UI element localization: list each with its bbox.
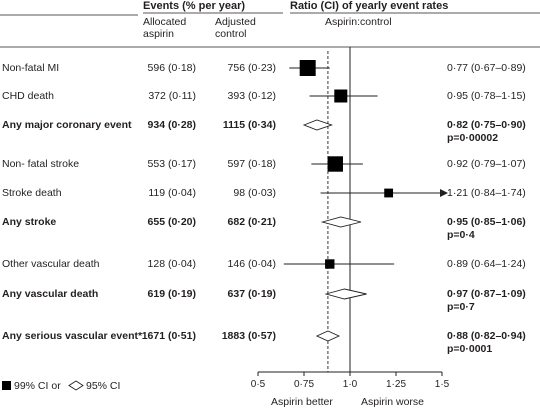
col-aspirin-header-1: Allocated [143, 16, 187, 28]
row-aspirin-events: 372 (0·11) [148, 90, 196, 102]
estimate-diamond [320, 216, 362, 228]
legend-diamond-label: 95% CI [86, 380, 121, 392]
row-control-events: 1115 (0·34) [222, 119, 276, 131]
ratio-subheader: Aspirin:control [325, 16, 392, 28]
row-ratio-text: 0·82 (0·75–0·90) [447, 119, 526, 131]
row-ratio-text: 0·88 (0·82–0·94) [447, 330, 526, 342]
row-aspirin-events: 119 (0·04) [148, 187, 196, 199]
estimate-square [384, 188, 394, 198]
events-header: Events (% per year) [143, 0, 246, 12]
row-ratio-text: 0·89 (0·64–1·24) [447, 258, 526, 270]
estimate-diamond [324, 288, 367, 300]
row-ratio-text: 0·77 (0·67–0·89) [447, 62, 526, 74]
row-control-events: 1883 (0·57) [221, 330, 276, 342]
legend-square-label: 99% CI or [14, 380, 61, 392]
estimate-square [325, 259, 335, 269]
row-control-events: 98 (0·03) [233, 187, 276, 199]
row-control-events: 756 (0·23) [227, 62, 276, 74]
row-control-events: 597 (0·18) [227, 158, 276, 170]
row-p-value: p=0·00002 [447, 132, 499, 144]
row-ratio-text: 0·92 (0·79–1·07) [447, 158, 526, 170]
row-label: CHD death [2, 90, 54, 102]
legend-diamond-icon [68, 380, 84, 391]
row-label: Any stroke [2, 216, 57, 228]
row-label: Other vascular death [2, 258, 100, 270]
row-aspirin-events: 1671 (0·51) [141, 330, 196, 342]
x-tick-label: 1·0 [343, 379, 358, 390]
row-control-events: 637 (0·19) [227, 288, 276, 300]
label-aspirin-better: Aspirin better [271, 396, 333, 408]
col-control-header-1: Adjusted [215, 16, 256, 28]
ratio-header: Ratio (CI) of yearly event rates [290, 0, 449, 12]
row-label: Stroke death [2, 187, 62, 199]
x-tick-label: 1·5 [435, 379, 450, 390]
x-tick-label: 1·25 [386, 379, 406, 390]
col-aspirin-header-2: aspirin [143, 28, 174, 40]
estimate-square [334, 89, 348, 103]
ci-arrow [440, 189, 448, 197]
x-tick-label: 0·75 [294, 379, 314, 390]
x-tick-label: 0·5 [251, 379, 266, 390]
row-ratio-text: 0·95 (0·85–1·06) [447, 216, 526, 228]
label-aspirin-worse: Aspirin worse [361, 396, 425, 408]
row-aspirin-events: 619 (0·19) [147, 288, 196, 300]
row-ratio-text: 1·21 (0·84–1·74) [447, 187, 526, 199]
row-label: Any major coronary event [2, 119, 132, 131]
legend-square-icon [2, 381, 11, 390]
row-p-value: p=0·7 [447, 301, 475, 313]
row-aspirin-events: 128 (0·04) [147, 258, 196, 270]
row-ratio-text: 0·95 (0·78–1·15) [447, 90, 526, 102]
row-label: Any serious vascular event* [2, 330, 143, 342]
row-ratio-text: 0·97 (0·87–1·09) [447, 288, 526, 300]
row-label: Non-fatal MI [2, 62, 60, 74]
row-control-events: 393 (0·12) [227, 90, 276, 102]
estimate-diamond [315, 330, 341, 342]
row-p-value: p=0·0001 [447, 343, 493, 355]
row-p-value: p=0·4 [447, 229, 475, 241]
row-label: Non- fatal stroke [2, 158, 80, 170]
col-control-header-2: control [215, 28, 247, 40]
row-aspirin-events: 553 (0·17) [147, 158, 196, 170]
estimate-diamond [302, 119, 333, 131]
row-label: Any vascular death [2, 288, 99, 300]
estimate-square [299, 60, 316, 76]
estimate-square [327, 156, 343, 172]
row-control-events: 146 (0·04) [227, 258, 276, 270]
row-control-events: 682 (0·21) [227, 216, 276, 228]
row-aspirin-events: 596 (0·18) [147, 62, 196, 74]
row-aspirin-events: 934 (0·28) [147, 119, 196, 131]
row-aspirin-events: 655 (0·20) [147, 216, 196, 228]
